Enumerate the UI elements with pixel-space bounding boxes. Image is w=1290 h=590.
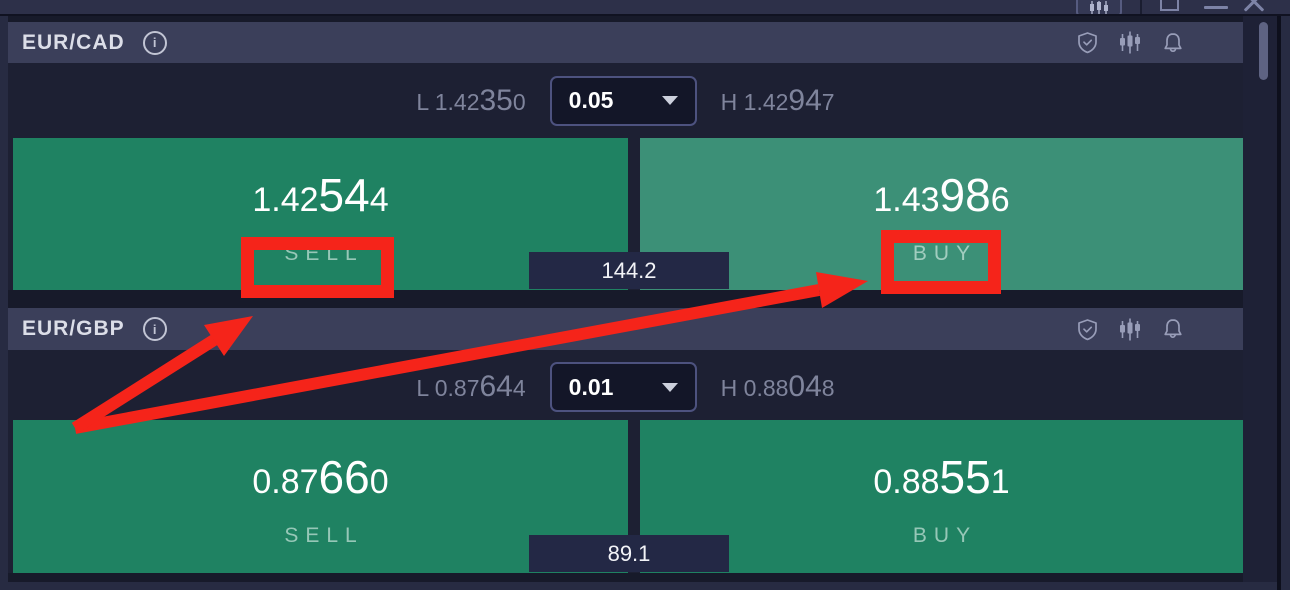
eurgbp-spread-value: 89.1 <box>607 540 651 566</box>
eurcad-buy-label: BUY <box>912 242 978 265</box>
frame-bottom <box>8 582 1277 590</box>
close-icon[interactable] <box>1242 0 1266 13</box>
bell-icon[interactable] <box>1161 317 1185 341</box>
maximize-icon[interactable] <box>1160 0 1179 11</box>
frame-right <box>1281 14 1290 590</box>
eurgbp-sell-price: 0.87 66 0 <box>252 451 389 503</box>
chevron-down-icon <box>661 96 678 105</box>
eurcad-buy-button[interactable]: 1.43 98 6 BUY <box>640 138 1243 290</box>
eurgbp-header: EUR/GBP i <box>8 308 1243 350</box>
menu-icon[interactable] <box>1204 317 1225 341</box>
menu-icon[interactable] <box>1204 31 1225 55</box>
eurgbp-volume-value: 0.01 <box>568 373 614 400</box>
eurgbp-symbol: EUR/GBP <box>22 317 125 340</box>
eurcad-spread-value: 144.2 <box>601 257 657 283</box>
eurcad-high-value: H 1.42947 <box>720 83 835 117</box>
frame-right-border <box>1277 14 1281 590</box>
mini-candlestick-icon <box>1090 1 1108 14</box>
eurcad-volume-value: 0.05 <box>568 87 614 113</box>
chart-view-button[interactable] <box>1076 0 1122 14</box>
eurgbp-buy-button[interactable]: 0.88 55 1 BUY <box>640 420 1243 573</box>
bell-icon[interactable] <box>1161 31 1185 55</box>
shield-check-icon[interactable] <box>1075 31 1099 55</box>
candlestick-chart-icon[interactable] <box>1118 31 1142 55</box>
scrollbar-track[interactable] <box>1243 14 1277 582</box>
window-title-bar <box>0 0 1290 16</box>
eurgbp-stats-row: L 0.87644 0.01 H 0.88048 <box>8 352 1243 422</box>
candlestick-chart-icon[interactable] <box>1118 317 1142 341</box>
eurcad-low-value: L 1.42350 <box>416 83 526 117</box>
eurgbp-header-actions <box>1075 317 1229 341</box>
eurcad-sell-label: SELL <box>284 242 364 265</box>
eurgbp-buy-label: BUY <box>912 524 978 547</box>
eurcad-header: EUR/CAD i <box>8 22 1243 63</box>
eurgbp-sell-label: SELL <box>284 524 364 547</box>
minimize-icon[interactable] <box>1204 6 1228 9</box>
eurcad-volume-dropdown[interactable]: 0.05 <box>549 75 697 126</box>
info-icon[interactable]: i <box>142 30 167 55</box>
eurgbp-buy-price: 0.88 55 1 <box>873 451 1010 503</box>
info-icon[interactable]: i <box>142 317 167 341</box>
frame-left <box>0 14 8 590</box>
titlebar-divider <box>1140 0 1142 14</box>
eurcad-header-actions <box>1075 31 1229 55</box>
scrollbar-thumb[interactable] <box>1259 22 1268 80</box>
eurcad-symbol: EUR/CAD <box>22 30 125 54</box>
eurgbp-sell-button[interactable]: 0.87 66 0 SELL <box>13 420 628 573</box>
eurcad-spread-badge: 144.2 <box>529 252 729 289</box>
eurgbp-high-value: H 0.88048 <box>720 370 835 403</box>
chevron-down-icon <box>661 382 678 392</box>
eurcad-buy-price: 1.43 98 6 <box>873 169 1010 221</box>
eurcad-stats-row: L 1.42350 0.05 H 1.42947 <box>8 63 1243 138</box>
shield-check-icon[interactable] <box>1075 317 1099 341</box>
eurgbp-volume-dropdown[interactable]: 0.01 <box>549 362 697 412</box>
eurgbp-spread-badge: 89.1 <box>529 535 729 572</box>
eurcad-sell-price: 1.42 54 4 <box>252 169 389 221</box>
eurgbp-low-value: L 0.87644 <box>416 370 526 403</box>
